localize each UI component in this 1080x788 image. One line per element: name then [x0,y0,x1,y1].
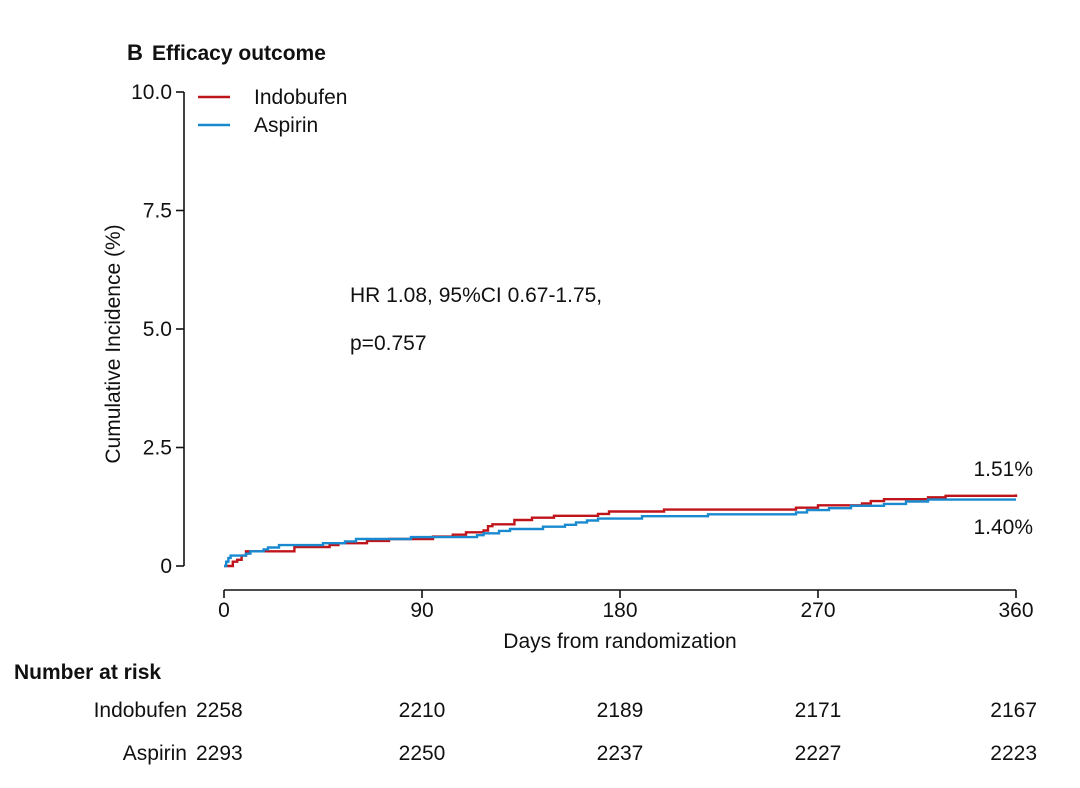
x-axis: 0 90 180 270 360 [218,589,1034,622]
risk-cell: 2167 [990,699,1037,722]
x-tick-label: 180 [602,599,637,622]
risk-row-label-indobufen: Indobufen [94,699,187,722]
y-axis-label: Cumulative Incidence (%) [102,224,125,463]
x-tick-label: 270 [800,599,835,622]
risk-cell: 2223 [990,742,1037,765]
y-tick-label: 5.0 [143,318,172,341]
x-tick-label: 360 [998,599,1033,622]
risk-cell: 2210 [399,699,446,722]
risk-row-label-aspirin: Aspirin [123,742,187,765]
legend-label-aspirin: Aspirin [254,114,318,137]
x-axis-label: Days from randomization [503,630,736,653]
end-label-aspirin: 1.40% [973,516,1033,539]
risk-table: Number at risk Indobufen Aspirin 2258 221… [14,661,1037,765]
y-tick-label: 7.5 [143,200,172,223]
risk-table-title: Number at risk [14,661,161,684]
y-axis: 0 2.5 5.0 7.5 10.0 [131,81,185,578]
x-tick-label: 90 [410,599,433,622]
x-tick-label: 0 [218,599,230,622]
risk-cell: 2237 [597,742,644,765]
p-value-annotation: p=0.757 [350,332,427,355]
legend-label-indobufen: Indobufen [254,86,347,109]
risk-cell: 2293 [196,742,243,765]
panel-letter: B [127,40,143,65]
y-tick-label: 0 [160,555,172,578]
risk-cell: 2250 [399,742,446,765]
end-label-indobufen: 1.51% [973,458,1033,481]
y-tick-label: 2.5 [143,437,172,460]
risk-cell: 2227 [795,742,842,765]
y-tick-label: 10.0 [131,81,172,104]
legend: Indobufen Aspirin [198,86,347,137]
risk-cell: 2258 [196,699,243,722]
risk-cell: 2189 [597,699,644,722]
panel-title: Efficacy outcome [152,42,326,65]
hr-annotation: HR 1.08, 95%CI 0.67-1.75, [350,284,602,307]
risk-cell: 2171 [795,699,842,722]
curve-indobufen [224,494,1018,568]
curve-aspirin [224,498,1016,568]
